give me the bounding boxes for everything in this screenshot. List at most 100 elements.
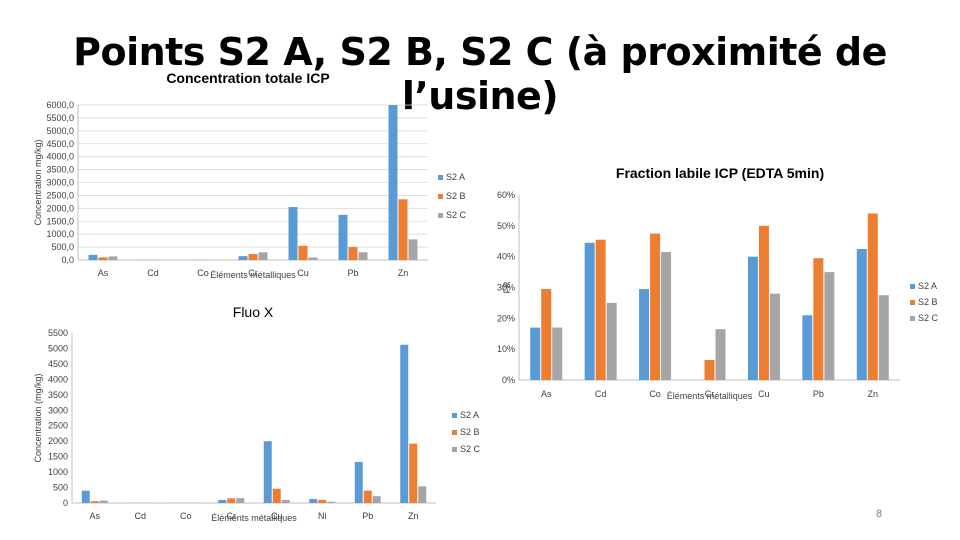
bar-s2c-cu: [308, 257, 318, 260]
bar-s2b-cd: [595, 239, 606, 380]
bar-s2c-pb: [824, 272, 835, 380]
y-tick-label: 2500,0: [46, 190, 74, 200]
y-axis-label: FR: [502, 281, 512, 293]
bar-s2a-cu: [263, 441, 272, 503]
bar-s2a-as: [88, 254, 98, 260]
page-number: 8: [876, 508, 883, 520]
legend-label: S2 A: [918, 281, 937, 291]
x-tick-label: Cd: [134, 511, 146, 521]
bar-s2a-as: [81, 490, 90, 503]
chart-title: Concentration totale ICP: [166, 70, 329, 86]
x-tick-label: Cd: [147, 268, 159, 278]
x-tick-label: As: [98, 268, 109, 278]
bar-s2a-cr: [238, 256, 248, 260]
y-tick-label: 4000,0: [46, 152, 74, 162]
x-tick-label: Zn: [398, 268, 409, 278]
y-tick-label: 500: [53, 483, 68, 493]
bar-s2c-cu: [281, 499, 290, 503]
x-tick-label: Zn: [868, 389, 879, 399]
bar-s2c-as: [108, 256, 118, 260]
y-tick-label: 30%: [497, 283, 515, 293]
bar-s2c-cr: [236, 498, 245, 503]
x-tick-label: Cd: [595, 389, 607, 399]
bar-s2a-cu: [288, 207, 298, 260]
bar-s2b-cr: [248, 254, 258, 260]
bar-s2c-cd: [606, 302, 617, 380]
y-tick-label: 2000: [48, 436, 68, 446]
y-tick-label: 500,0: [51, 242, 74, 252]
y-tick-label: 2500: [48, 421, 68, 431]
y-tick-label: 2000,0: [46, 203, 74, 213]
y-tick-label: 20%: [497, 313, 515, 323]
bar-s2b-cu: [272, 488, 281, 503]
bar-s2a-pb: [354, 461, 363, 503]
y-axis-label: Concentration mg/kg): [33, 139, 43, 225]
legend-label: S2 B: [446, 191, 466, 201]
bar-s2c-zn: [878, 295, 889, 380]
x-tick-label: Cu: [758, 389, 770, 399]
legend-label: S2 C: [446, 210, 467, 220]
legend-label: S2 A: [460, 410, 479, 420]
bar-s2b-zn: [867, 213, 878, 380]
bar-s2b-as: [541, 289, 552, 380]
bar-s2c-co: [661, 252, 672, 380]
x-tick-label: Cr: [705, 389, 715, 399]
legend-swatch: [910, 316, 915, 321]
legend-swatch: [910, 300, 915, 305]
y-tick-label: 4500: [48, 359, 68, 369]
bar-s2b-as: [98, 257, 108, 260]
bar-s2b-ni: [318, 499, 327, 503]
bar-s2a-cu: [747, 256, 758, 380]
y-tick-label: 3000,0: [46, 178, 74, 188]
chart-title: Fraction labile ICP (EDTA 5min): [616, 165, 824, 181]
bar-s2b-zn: [409, 443, 418, 503]
y-tick-label: 4500,0: [46, 139, 74, 149]
y-tick-label: 3000: [48, 405, 68, 415]
bar-s2a-co: [639, 289, 650, 380]
bar-s2b-cu: [758, 225, 769, 380]
x-tick-label: Ni: [318, 511, 327, 521]
bar-s2a-zn: [856, 248, 867, 380]
legend-swatch: [438, 194, 443, 199]
x-tick-label: Cr: [248, 268, 258, 278]
legend-swatch: [438, 213, 443, 218]
x-tick-label: Co: [180, 511, 192, 521]
slide-title: Points S2 A, S2 B, S2 C (à proximité de …: [73, 30, 887, 118]
x-axis-label: Éléments métalliques: [667, 391, 753, 401]
bar-s2c-ni: [327, 501, 336, 503]
bar-s2c-pb: [358, 252, 368, 260]
y-tick-label: 60%: [497, 190, 515, 200]
bar-s2a-as: [530, 327, 541, 380]
x-tick-label: As: [89, 511, 100, 521]
y-tick-label: 0%: [502, 375, 515, 385]
y-tick-label: 3500,0: [46, 165, 74, 175]
bar-s2c-pb: [372, 496, 381, 503]
bar-s2c-as: [552, 327, 563, 380]
legend-label: S2 C: [918, 313, 939, 323]
x-tick-label: Pb: [347, 268, 358, 278]
bar-s2a-pb: [338, 214, 348, 260]
y-tick-label: 1500,0: [46, 216, 74, 226]
y-tick-label: 40%: [497, 252, 515, 262]
x-tick-label: Cu: [271, 511, 283, 521]
bar-s2b-pb: [348, 247, 358, 260]
y-tick-label: 1000,0: [46, 229, 74, 239]
legend-swatch: [452, 447, 457, 452]
x-tick-label: Co: [649, 389, 661, 399]
bar-s2c-cr: [258, 252, 268, 260]
legend-label: S2 B: [460, 427, 480, 437]
y-tick-label: 3500: [48, 390, 68, 400]
bar-s2c-zn: [408, 239, 418, 260]
x-axis-label: Éléments métalliques: [211, 513, 297, 523]
y-tick-label: 10%: [497, 344, 515, 354]
y-tick-label: 1000: [48, 467, 68, 477]
y-tick-label: 50%: [497, 221, 515, 231]
x-tick-label: Cr: [227, 511, 237, 521]
legend-swatch: [452, 430, 457, 435]
x-tick-label: As: [541, 389, 552, 399]
x-axis-label: Éléments métalliques: [210, 270, 296, 280]
bar-s2b-cu: [298, 245, 308, 260]
legend-label: S2 C: [460, 444, 481, 454]
